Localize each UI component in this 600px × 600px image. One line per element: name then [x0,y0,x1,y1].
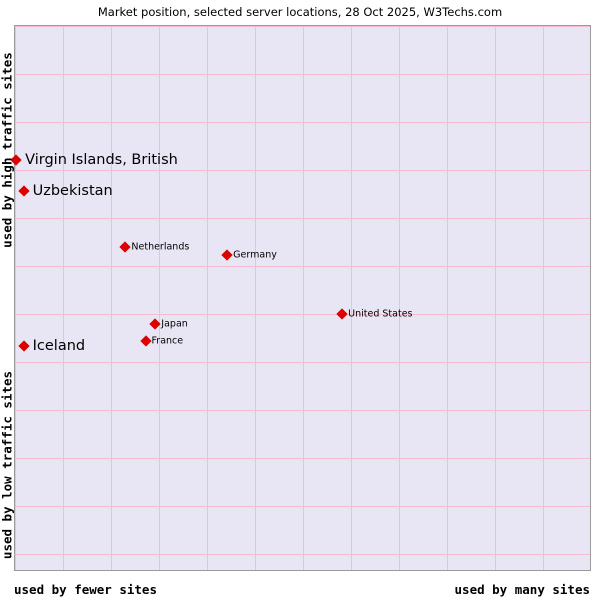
point-label: Germany [233,249,277,261]
diamond-marker-icon [17,185,30,198]
diamond-marker-icon [221,249,233,261]
point-label: Iceland [32,337,86,354]
diamond-marker-icon [139,335,152,347]
x-axis-label-many-sites: used by many sites [454,582,590,597]
y-axis-label-low-traffic: used by low traffic sites [0,345,15,585]
y-axis-label-high-traffic: used by high traffic sites [0,25,15,275]
point-label: Japan [161,318,188,330]
diamond-marker-icon [119,241,132,254]
point-label: France [151,335,184,347]
diamond-marker-icon [336,308,348,320]
point-label: Netherlands [131,241,190,253]
diamond-marker-icon [17,340,30,352]
point-label: Uzbekistan [32,183,113,200]
plot-area: Virgin Islands, British Uzbekistan Netherl… [10,25,591,571]
x-axis-label-fewer-sites: used by fewer sites [14,582,157,597]
y-axis-label-low-traffic-text: used by low traffic sites [0,370,15,560]
y-axis-label-high-traffic-text: used by high traffic sites [0,52,15,248]
point-label: United States [348,308,413,320]
point-label: Virgin Islands, British [25,152,178,169]
chart-title: Market position, selected server locatio… [97,5,503,19]
diamond-marker-icon [149,318,161,330]
